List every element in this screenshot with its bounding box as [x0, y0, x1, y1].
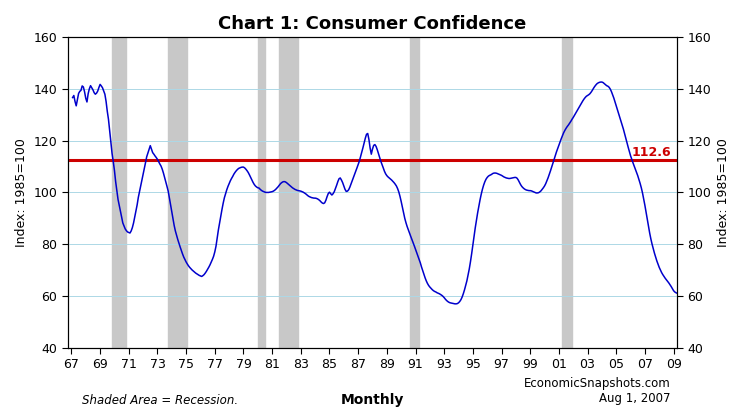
Bar	[410, 37, 419, 347]
Y-axis label: Index: 1985=100: Index: 1985=100	[15, 138, 28, 247]
Text: Monthly: Monthly	[340, 393, 405, 407]
Bar	[562, 37, 572, 347]
Bar	[168, 37, 187, 347]
Text: 112.6: 112.6	[631, 146, 670, 159]
Y-axis label: Index: 1985=100: Index: 1985=100	[717, 138, 730, 247]
Title: Chart 1: Consumer Confidence: Chart 1: Consumer Confidence	[218, 15, 527, 33]
Bar	[279, 37, 299, 347]
Text: EconomicSnapshots.com
Aug 1, 2007: EconomicSnapshots.com Aug 1, 2007	[524, 377, 670, 405]
Text: Shaded Area = Recession.: Shaded Area = Recession.	[82, 394, 238, 407]
Bar	[112, 37, 127, 347]
Bar	[258, 37, 265, 347]
